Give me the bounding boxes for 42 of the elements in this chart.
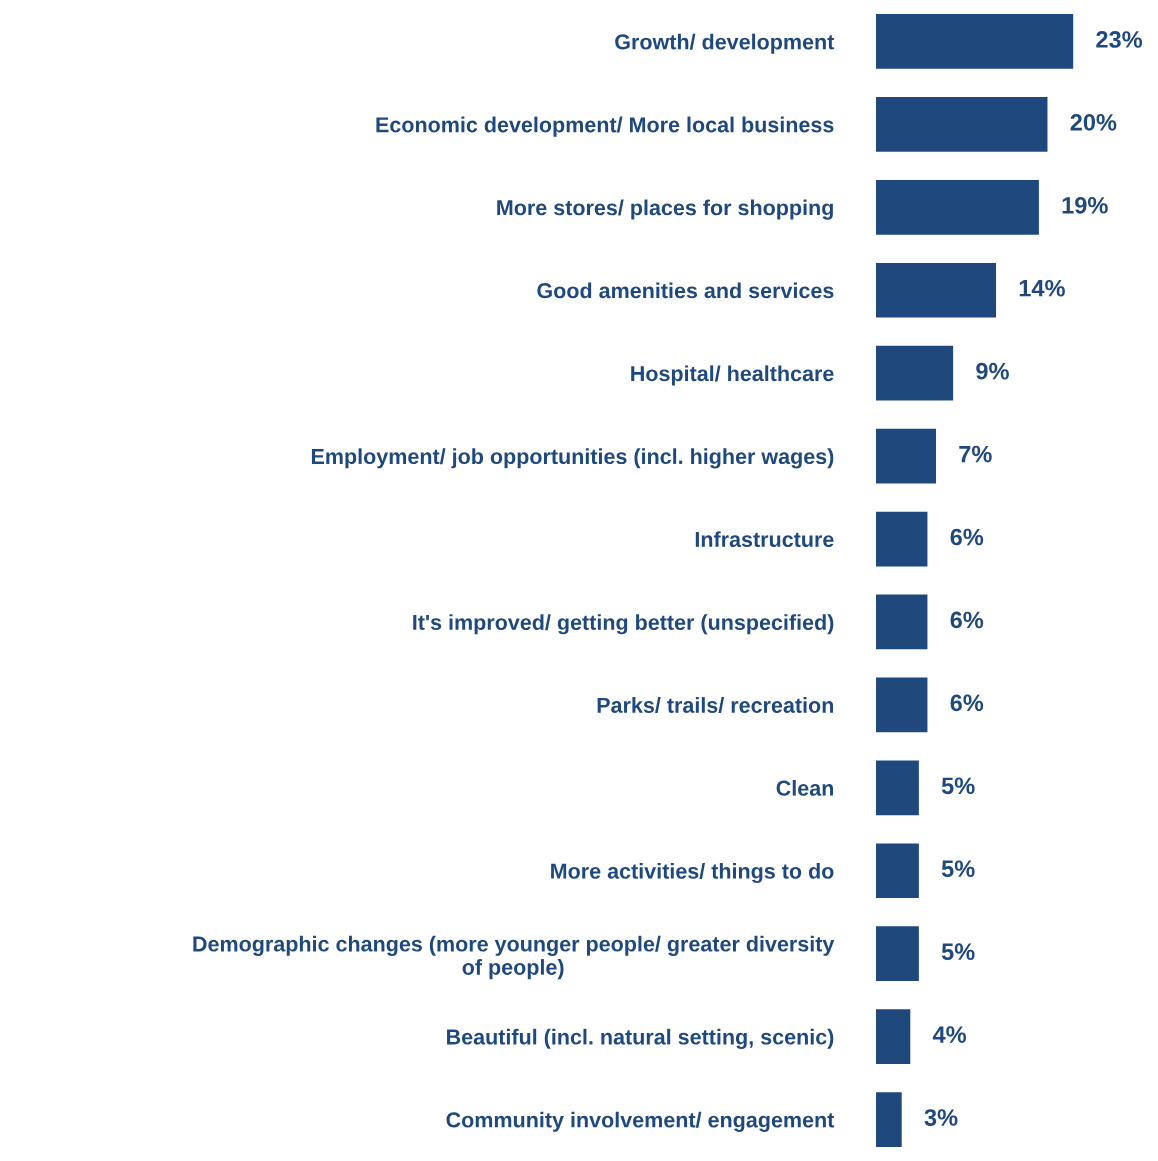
data-label: 3% [924,1109,958,1126]
y-tick-label: Clean [776,780,833,796]
bar [876,760,919,816]
data-label: 19% [1062,196,1108,214]
bar [876,262,997,318]
bar [876,511,928,567]
y-tick-label: It's improved/ getting better (unspecified) [413,614,834,635]
bar [876,345,954,401]
y-tick-label: Economic development/ More local business [376,116,834,137]
data-label: 23% [1096,31,1143,48]
bar [876,97,1048,152]
y-tick-label: Good amenities and services [537,282,834,299]
bar [876,179,1039,235]
bar [876,14,1074,69]
data-label: 5% [941,777,975,795]
bar [876,677,928,733]
data-label: 7% [959,445,992,463]
data-label: 6% [950,528,984,546]
y-tick-label: Infrastructure [695,531,834,548]
y-tick-label: Beautiful (incl. natural setting, scenic) [447,1028,834,1049]
y-tick-label: Demographic changes (more younger people/ greater diversity of people) [193,935,835,980]
y-tick-label: Employment/ job opportunities (incl. higher wages) [311,448,834,469]
y-tick-label: More stores/ places for shopping [497,199,833,220]
bar [876,843,919,899]
data-label: 14% [1019,279,1065,297]
y-tick-label: More activities/ things to do [551,862,834,884]
data-label: 6% [950,611,984,629]
data-label: 9% [976,362,1009,380]
bar [876,926,919,982]
bar [876,428,937,484]
y-tick-label: Growth/ development [615,33,835,54]
data-label: 4% [932,1026,967,1043]
bar [876,1092,902,1147]
bar [876,594,928,650]
data-label: 5% [941,860,975,878]
data-label: 6% [950,694,984,712]
data-label: 20% [1070,114,1117,131]
y-tick-label: Hospital/ healthcare [631,365,834,386]
data-label: 5% [941,943,975,961]
y-tick-label: Community involvement/ engagement [446,1111,835,1132]
bar [876,1009,911,1064]
y-tick-label: Parks/ trails/ recreation [597,697,834,714]
